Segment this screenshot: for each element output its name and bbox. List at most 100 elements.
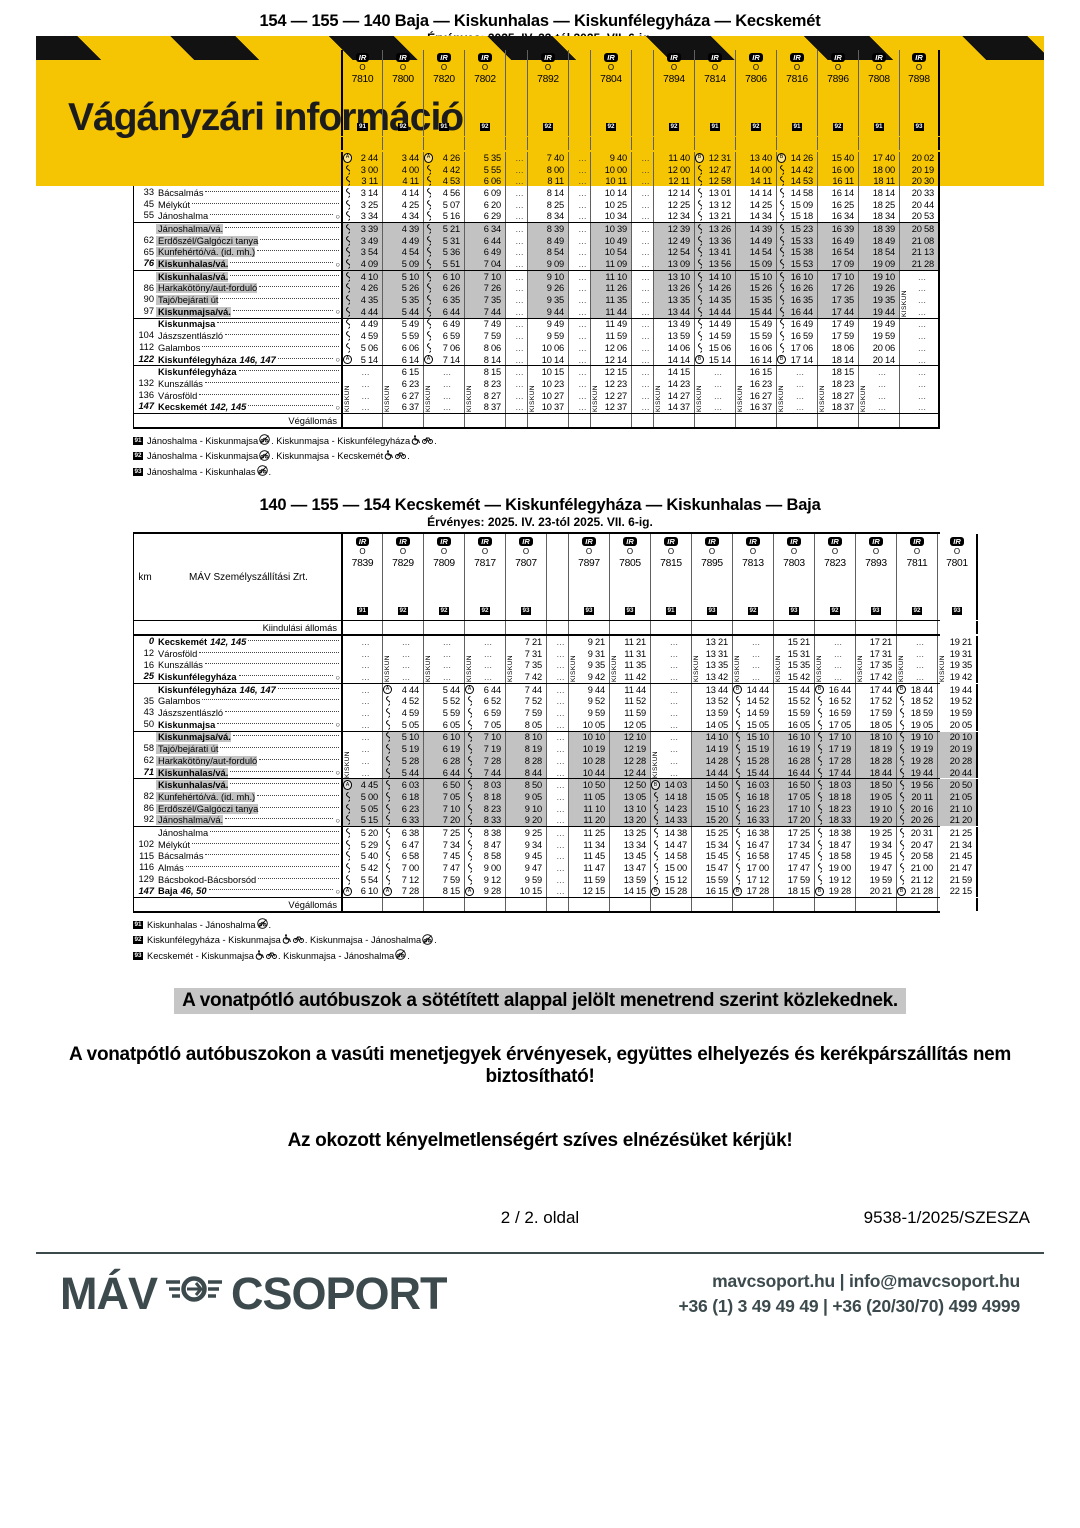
interregio-train-icon: IR [478,537,492,547]
time-value: 19 59 [872,331,895,342]
time-value: 9 45 [524,851,542,862]
header-spacer-cell [341,621,382,635]
footnote-text: . [268,466,272,477]
time-value: 7 28 [483,755,501,766]
footer-spacer-cell [732,898,773,912]
time-value: 8 03 [483,780,501,791]
time-cell: 12 47 [694,163,735,176]
time-cell: 18 54 [858,246,899,259]
time-value: 18 03 [828,780,851,791]
time-value: 10 06 [541,342,564,353]
time-value: 16 15 [749,367,772,378]
time-value: 11 35 [605,295,627,306]
no-service-dots: … [578,187,588,198]
cell-symbol [465,342,474,354]
time-cell: 12 49 [653,234,694,247]
interregio-train-icon: IR [355,53,370,62]
footer-web[interactable]: mavcsoport.hu | info@mavcsoport.hu [712,1271,1020,1292]
time-cell: 14 59 [732,707,773,719]
time-cell: 17 31 [855,647,896,660]
nonstop-wavy-icon [695,283,704,295]
dotted-leader [238,370,339,372]
time-cell: 9 49 [527,318,568,331]
cell-symbol [383,199,392,211]
header-spacer-cell [423,137,464,150]
footnote-line: 93 Jánoshalma - Kiskunhalas . [133,465,1080,478]
cell-symbol [528,294,537,306]
footnote-line: 92 Kiskunfélegyháza - Kiskunmajsa . Kisku… [133,933,1080,947]
daily-service-icon: O [708,547,716,557]
cell-symbol [424,839,433,851]
time-cell: 15 47 [691,862,732,874]
time-value: 19 19 [910,744,933,755]
cell-symbol [547,732,556,744]
time-value: 12 47 [708,164,731,175]
station-cell: Kiskunmajsa [156,319,341,331]
interregio-train-icon: IR [708,53,722,62]
nonstop-wavy-icon [343,827,352,839]
time-value: 16 59 [828,708,851,719]
time-cell: 18 39 [858,223,899,235]
time-cell: 5 29 [341,838,382,851]
nonstop-wavy-icon [695,199,704,211]
time-value: 19 59 [869,874,892,885]
no-service-dots: … [361,636,371,647]
cell-symbol [569,791,578,803]
time-cell: 4 44 [341,305,382,318]
time-cell: 15 53 [776,258,817,270]
end-station-row: Végállomás [134,413,940,428]
time-cell: 16 58 [732,850,773,863]
no-service-dots: … [915,636,926,647]
nonstop-wavy-icon [777,319,786,331]
time-value: 16 03 [746,780,769,791]
time-cell: 13 09 [653,258,694,270]
footer-spacer-cell [631,414,653,428]
time-value: 15 05 [705,791,728,802]
cell-symbol [591,354,600,366]
time-cell: … [694,378,735,390]
train-column-header: IR O 7800 92 [382,50,423,136]
time-cell: 17 52 [855,695,896,708]
cell-symbol [465,235,474,247]
time-value: 16 52 [828,696,851,707]
no-service-dots: … [641,259,651,270]
cell-symbol [591,319,600,331]
time-cell: 8 58 [464,850,505,863]
cell-symbol: KISKUN [569,636,578,682]
footnote-mark-badge: 93 [788,607,799,616]
nonstop-wavy-icon [815,803,824,815]
time-value: 5 35 [401,295,419,306]
nonstop-wavy-icon [383,874,392,886]
time-cell: … [423,671,464,683]
time-cell: 5 52 [423,695,464,708]
time-value: 15 23 [790,223,813,234]
time-value: 14 35 [708,295,731,306]
cell-symbol [569,235,578,247]
cell-symbol [591,330,600,342]
table-row: 97 Kiskunmajsa/vá. ○ 4 44 5 44 6 44 7 44… 9 44…… [134,305,940,319]
cell-symbol [569,258,578,270]
time-value: 16 05 [787,719,810,730]
time-value: 16 58 [746,851,769,862]
kiskun-train-label: KISKUN [611,655,618,683]
time-value: 20 19 [949,744,972,755]
no-service-dots: … [641,306,651,317]
time-value: 15 19 [746,744,769,755]
nonstop-wavy-icon [383,719,392,731]
time-cell: 18 23 [814,802,855,815]
time-cell: 19 28 [896,755,937,767]
time-cell: 3 39 [341,223,382,235]
time-cell: 11 26 [590,282,631,295]
wheelchair-icon [254,950,265,962]
nonstop-wavy-icon [815,814,824,826]
time-cell: … [341,636,382,648]
dotted-leader [199,651,339,653]
footer-spacer-cell [382,414,423,428]
cell-symbol [856,684,865,696]
time-value: 7 12 [401,874,419,885]
nonstop-wavy-icon [897,779,906,791]
no-service-dots: … [578,306,588,317]
time-value: 12 10 [623,732,646,743]
time-cell: … [546,779,568,792]
